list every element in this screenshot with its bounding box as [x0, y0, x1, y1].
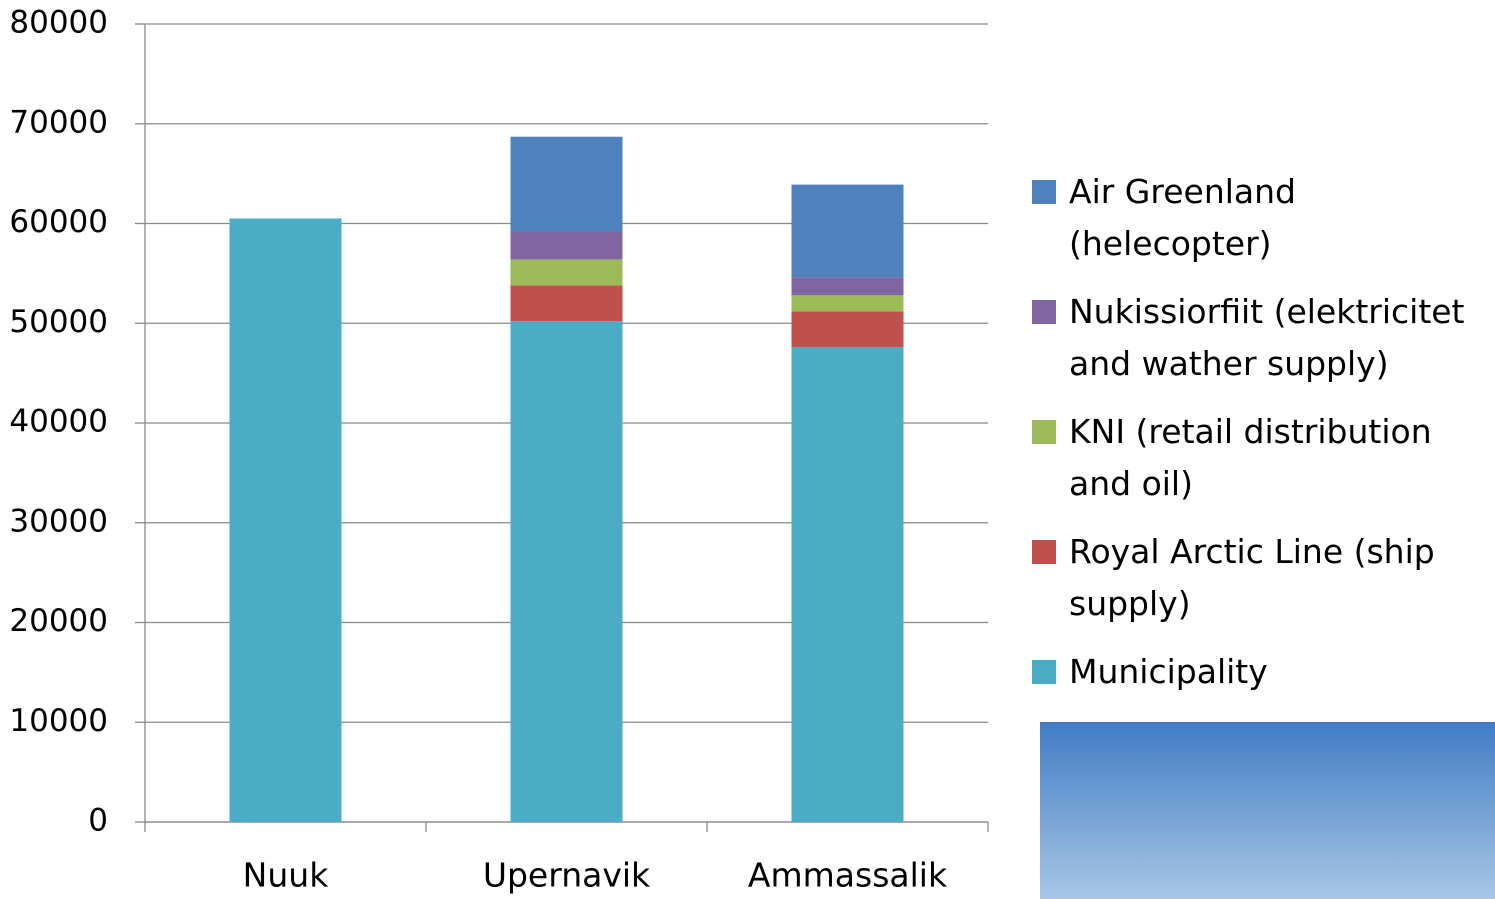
- y-tick-label: 70000: [9, 104, 108, 140]
- y-tick-label: 80000: [9, 5, 108, 41]
- x-tick-label: Upernavik: [483, 856, 651, 895]
- legend-swatch: [1032, 300, 1056, 324]
- y-tick-label: 40000: [9, 404, 108, 440]
- y-tick-label: 10000: [9, 703, 108, 739]
- bar-segment: [229, 218, 342, 822]
- photo: [1040, 722, 1495, 899]
- bar-segment: [791, 311, 904, 348]
- bar-segment: [791, 295, 904, 312]
- legend-label: Air Greenland (helecopter): [1069, 172, 1296, 263]
- legend-item: KNI (retail distribution and oil): [1032, 406, 1492, 510]
- legend-item: Royal Arctic Line (ship supply): [1032, 526, 1492, 630]
- y-tick-label: 30000: [9, 503, 108, 539]
- y-tick-label: 20000: [9, 603, 108, 639]
- legend-item: Air Greenland (helecopter): [1032, 166, 1492, 270]
- legend-swatch: [1032, 540, 1056, 564]
- bar-segment: [510, 259, 623, 286]
- legend-swatch: [1032, 660, 1056, 684]
- y-tick-label: 50000: [9, 304, 108, 340]
- y-tick-label: 0: [88, 803, 108, 839]
- legend-label: Municipality: [1069, 652, 1268, 691]
- bar-segment: [791, 184, 904, 278]
- legend-label: Royal Arctic Line (ship supply): [1069, 532, 1435, 623]
- bar-segment: [510, 231, 623, 260]
- bar-segment: [510, 285, 623, 322]
- bar-segment: [510, 136, 623, 232]
- y-tick-label: 60000: [9, 204, 108, 240]
- legend-label: KNI (retail distribution and oil): [1069, 412, 1432, 503]
- legend-swatch: [1032, 420, 1056, 444]
- legend-item: Municipality: [1032, 646, 1492, 698]
- x-tick-label: Nuuk: [243, 856, 330, 895]
- bar-segment: [510, 321, 623, 822]
- legend-swatch: [1032, 180, 1056, 204]
- legend: Air Greenland (helecopter) Nukissiorfiit …: [1032, 166, 1492, 714]
- x-tick-label: Ammassalik: [748, 856, 948, 895]
- legend-item: Nukissiorfiit (elektricitet and wather s…: [1032, 286, 1492, 390]
- bar-segment: [791, 347, 904, 822]
- bar-segment: [791, 277, 904, 296]
- legend-label: Nukissiorfiit (elektricitet and wather s…: [1069, 292, 1465, 383]
